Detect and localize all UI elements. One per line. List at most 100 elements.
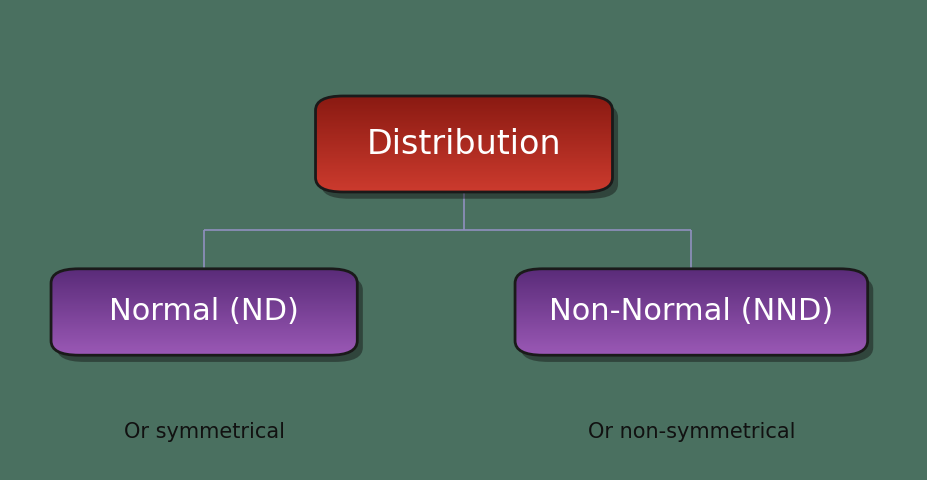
Bar xyxy=(315,178,612,179)
Bar xyxy=(315,145,612,146)
Bar xyxy=(514,323,867,324)
Bar xyxy=(315,139,612,140)
Bar xyxy=(514,285,867,286)
Bar xyxy=(51,270,357,271)
Bar xyxy=(514,287,867,288)
Bar xyxy=(514,347,867,348)
Bar xyxy=(315,114,612,115)
Bar xyxy=(514,316,867,317)
Bar xyxy=(315,124,612,125)
Bar xyxy=(514,281,867,282)
Bar xyxy=(514,311,867,312)
Bar xyxy=(315,166,612,167)
Bar xyxy=(514,345,867,346)
Bar xyxy=(315,141,612,142)
Bar xyxy=(514,325,867,326)
Bar xyxy=(51,297,357,298)
Bar xyxy=(514,286,867,287)
Bar xyxy=(514,301,867,302)
Bar xyxy=(51,345,357,346)
Bar xyxy=(51,307,357,308)
Bar xyxy=(514,290,867,291)
Bar xyxy=(51,320,357,321)
Bar xyxy=(51,338,357,339)
Bar xyxy=(315,155,612,156)
Bar xyxy=(514,350,867,351)
Bar xyxy=(51,322,357,323)
Bar xyxy=(51,342,357,343)
Bar xyxy=(51,333,357,334)
Bar xyxy=(514,291,867,293)
Bar xyxy=(51,341,357,342)
Bar xyxy=(315,99,612,101)
Bar xyxy=(51,284,357,285)
Bar xyxy=(51,309,357,310)
Bar xyxy=(514,300,867,301)
Bar xyxy=(51,310,357,311)
Bar xyxy=(315,182,612,184)
Bar xyxy=(51,313,357,314)
Bar xyxy=(514,308,867,309)
FancyBboxPatch shape xyxy=(57,276,362,362)
Bar xyxy=(315,186,612,187)
Bar xyxy=(51,327,357,328)
Bar xyxy=(51,302,357,303)
Bar xyxy=(514,298,867,299)
Bar xyxy=(51,283,357,284)
Bar xyxy=(514,342,867,343)
Bar xyxy=(315,174,612,175)
Bar xyxy=(315,179,612,180)
Bar xyxy=(51,316,357,317)
Bar xyxy=(315,117,612,118)
Text: Or non-symmetrical: Or non-symmetrical xyxy=(587,422,794,442)
Bar xyxy=(315,102,612,103)
Bar xyxy=(514,337,867,338)
Bar xyxy=(51,336,357,337)
Bar xyxy=(514,330,867,331)
Bar xyxy=(514,288,867,289)
Bar xyxy=(315,181,612,182)
Bar xyxy=(51,308,357,309)
Bar xyxy=(51,296,357,297)
Bar xyxy=(514,320,867,321)
Bar xyxy=(51,331,357,333)
Bar xyxy=(51,323,357,324)
Bar xyxy=(51,319,357,320)
Bar xyxy=(51,340,357,341)
Bar xyxy=(315,133,612,134)
Bar xyxy=(514,273,867,274)
Bar xyxy=(315,119,612,120)
Bar xyxy=(315,122,612,124)
Bar xyxy=(51,311,357,312)
Bar xyxy=(514,309,867,310)
Bar xyxy=(315,109,612,110)
Bar xyxy=(315,191,612,192)
Bar xyxy=(51,353,357,354)
Bar xyxy=(51,299,357,300)
Bar xyxy=(51,314,357,315)
Bar xyxy=(315,154,612,155)
Bar xyxy=(51,290,357,291)
Bar xyxy=(51,317,357,319)
Bar xyxy=(51,285,357,286)
Bar xyxy=(514,351,867,352)
Bar xyxy=(51,301,357,302)
Bar xyxy=(315,159,612,161)
Bar xyxy=(514,272,867,273)
Bar xyxy=(514,354,867,355)
Bar xyxy=(315,97,612,98)
Bar xyxy=(315,143,612,144)
Text: Normal (ND): Normal (ND) xyxy=(109,298,298,326)
Bar xyxy=(514,348,867,350)
Bar xyxy=(315,130,612,131)
Bar xyxy=(514,306,867,307)
Bar xyxy=(315,110,612,112)
Bar xyxy=(514,324,867,325)
Bar xyxy=(315,164,612,166)
Bar xyxy=(514,313,867,314)
Bar xyxy=(514,289,867,290)
Bar xyxy=(514,283,867,284)
Bar xyxy=(514,294,867,295)
Bar xyxy=(514,319,867,320)
Bar xyxy=(51,335,357,336)
